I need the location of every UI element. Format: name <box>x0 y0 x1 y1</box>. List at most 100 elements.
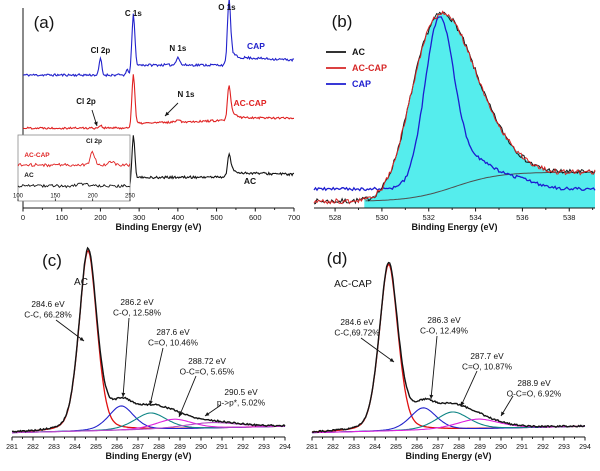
annotation-energy: 287.6 eV <box>156 327 190 337</box>
panel-a-xps-survey: 100 150 200 250 Cl 2p AC-CAP AC 0 100 200 300 400 50… <box>13 0 300 232</box>
x-tick-label: 287 <box>132 444 144 451</box>
panel-letter: (b) <box>332 12 353 31</box>
x-tick-label: 536 <box>516 213 529 222</box>
annotation-assignment: O-C=O, 5.65% <box>180 367 235 377</box>
experimental-envelope <box>11 246 286 433</box>
annotation-arrow-line <box>122 317 130 398</box>
panel-d-c1s-deconvolution-ac-cap: 281 282 283 284 285 286 287 288 289 290 291 292 293 2… <box>306 249 591 461</box>
annotation-arrow-line <box>360 337 395 363</box>
x-tick-label: 292 <box>237 444 249 451</box>
x-tick-label: 282 <box>27 444 39 451</box>
series-label: CAP <box>247 41 265 51</box>
sample-label: AC <box>74 277 88 288</box>
x-tick-label: 294 <box>579 444 591 451</box>
o1s-trace-cap <box>313 16 596 192</box>
experimental-envelope <box>311 261 586 434</box>
x-tick-label: 700 <box>288 213 300 222</box>
inset-label: Cl 2p <box>86 138 102 145</box>
component-peak-2 <box>11 412 285 434</box>
annotation-energy: 287.7 eV <box>470 351 504 361</box>
legend-label: CAP <box>352 79 371 89</box>
x-tick-label: 288 <box>153 444 165 451</box>
peak-label: Cl 2p <box>76 97 96 106</box>
x-axis-title: Binding Energy (eV) <box>115 222 201 232</box>
x-tick-label: 285 <box>90 444 102 451</box>
annotation-assignment: C-O, 12.58% <box>113 308 162 318</box>
x-tick-label: 289 <box>174 444 186 451</box>
annotation-arrowhead <box>165 111 170 116</box>
panel-b-o1s-spectra: 528 530 532 534 536 538 Binding Energy (eV) AC A… <box>313 10 596 232</box>
inset-box <box>17 134 131 202</box>
annotation-arrow-line <box>430 335 438 400</box>
x-tick-label: 286 <box>411 444 423 451</box>
series-label: AC-CAP <box>233 98 266 108</box>
inset-label: AC <box>24 172 34 179</box>
peak-label: N 1s <box>169 44 186 53</box>
x-tick-label: 283 <box>348 444 360 451</box>
x-tick-label: 290 <box>195 444 207 451</box>
x-tick-label: 284 <box>369 444 381 451</box>
annotation-assignment: C=O, 10.46% <box>148 338 199 348</box>
inset-label: AC-CAP <box>24 152 50 159</box>
annotation-energy: 286.2 eV <box>120 297 154 307</box>
x-tick-label: 291 <box>216 444 228 451</box>
x-tick-label: 284 <box>69 444 81 451</box>
annotation-energy: 288.9 eV <box>517 378 551 388</box>
x-tick-label: 291 <box>516 444 528 451</box>
inset-trace-ac-cap <box>17 150 131 168</box>
x-tick-label: 281 <box>6 444 18 451</box>
annotation-arrowhead <box>121 392 126 397</box>
x-tick-label: 285 <box>390 444 402 451</box>
x-tick-label: 293 <box>258 444 270 451</box>
x-tick-label: 289 <box>474 444 486 451</box>
component-peak-2 <box>311 411 586 434</box>
annotation-arrow-line <box>178 375 197 418</box>
x-tick-label: 538 <box>563 213 576 222</box>
x-axis-title: Binding Energy (eV) <box>105 451 191 461</box>
peak-label: O 1s <box>218 3 236 12</box>
x-tick-label: 282 <box>327 444 339 451</box>
x-tick-label: 287 <box>432 444 444 451</box>
panel-c-c1s-deconvolution-ac: 281 282 283 284 285 286 287 288 289 290 291 292 293 2… <box>6 246 291 461</box>
component-peak-3 <box>12 418 286 434</box>
annotation-energy: 290.5 eV <box>224 387 258 397</box>
survey-trace-cap <box>22 0 295 78</box>
sample-label: AC-CAP <box>334 279 372 290</box>
annotation-arrowhead <box>389 358 394 362</box>
annotation-assignment: C=O, 10.87% <box>462 362 513 372</box>
legend-label: AC-CAP <box>352 63 387 73</box>
annotation-arrowhead <box>178 412 183 417</box>
inset-tick-label: 150 <box>50 194 61 200</box>
annotation-assignment: C-O, 12.49% <box>420 326 469 336</box>
annotation-energy: 284.6 eV <box>340 317 374 327</box>
annotation-arrowhead <box>93 121 98 126</box>
annotation-energy: 286.3 eV <box>427 315 461 325</box>
x-tick-label: 100 <box>55 213 68 222</box>
x-axis-title: Binding Energy (eV) <box>405 451 491 461</box>
annotation-arrowhead <box>205 412 210 416</box>
peak-label: Cl 2p <box>91 46 111 55</box>
panel-letter: (c) <box>42 251 62 270</box>
x-tick-label: 292 <box>537 444 549 451</box>
x-tick-label: 600 <box>249 213 262 222</box>
annotation-energy: 288.72 eV <box>188 356 226 366</box>
x-tick-label: 528 <box>329 213 342 222</box>
x-tick-label: 400 <box>172 213 185 222</box>
x-tick-label: 500 <box>210 213 223 222</box>
background-curve <box>365 171 595 202</box>
x-tick-label: 283 <box>48 444 60 451</box>
annotation-arrowhead <box>460 401 465 406</box>
x-tick-label: 534 <box>469 213 482 222</box>
annotation-arrowhead <box>79 337 84 341</box>
annotation-arrowhead <box>149 400 153 405</box>
o1s-trace-ac-cap <box>313 10 596 205</box>
x-tick-label: 200 <box>94 213 107 222</box>
annotation-arrow-line <box>149 347 164 406</box>
x-tick-label: 288 <box>453 444 465 451</box>
panel-letter: (d) <box>327 249 348 268</box>
x-tick-label: 281 <box>306 444 318 451</box>
peak-label: C 1s <box>125 9 142 18</box>
inset-tick-label: 100 <box>13 194 24 200</box>
series-label: AC <box>244 176 256 186</box>
annotation-arrowhead <box>429 394 434 399</box>
